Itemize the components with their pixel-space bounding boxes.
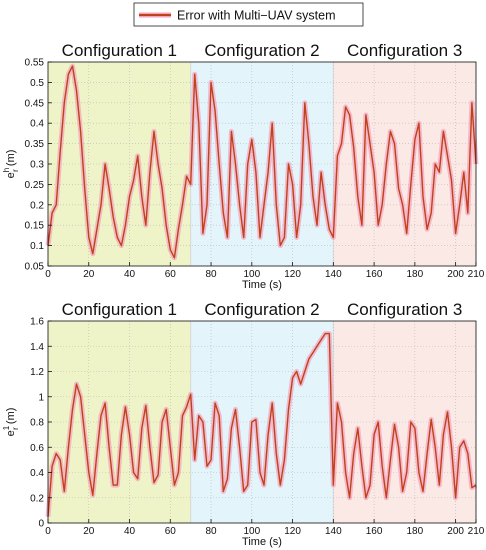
legend-box — [133, 2, 364, 27]
top-chart: 0 20 40 60 80 100 120 140 160 180 200 210 0.05 0.1 0.1… — [2, 41, 485, 291]
x-tick-label: 200 — [447, 269, 464, 280]
x-tick-label: 20 — [83, 526, 95, 537]
x-tick-label: 60 — [165, 526, 177, 537]
y-tick-label: 0.15 — [25, 221, 45, 232]
y-tick-label: 1.2 — [30, 367, 44, 378]
y-tick-label: 1 — [38, 392, 44, 403]
config-label-1: Configuration 1 — [62, 41, 177, 60]
series-line — [47, 65, 477, 259]
y-tick-label: 0.5 — [30, 78, 44, 89]
x-tick-label: 100 — [243, 269, 260, 280]
x-tick-label: 120 — [284, 269, 301, 280]
y-tick-label: 0.8 — [30, 418, 44, 429]
y-axis-label: e1r (m) — [2, 408, 20, 437]
x-tick-label: 80 — [205, 269, 217, 280]
y-tick-label: 0.2 — [30, 200, 44, 211]
x-tick-label: 40 — [124, 526, 136, 537]
y-tick-label: 0.3 — [30, 160, 44, 171]
x-tick-label: 80 — [205, 526, 217, 537]
x-tick-label: 100 — [243, 526, 260, 537]
x-tick-label: 210 — [468, 526, 485, 537]
y-tick-label: 0.35 — [25, 139, 45, 150]
x-tick-label: 210 — [468, 269, 485, 280]
x-tick-label: 60 — [165, 269, 177, 280]
x-tick-label: 160 — [366, 526, 383, 537]
y-tick-label: 1.4 — [30, 342, 44, 353]
series-line — [47, 332, 477, 517]
y-tick-label: 0.05 — [25, 262, 45, 273]
x-tick-label: 140 — [325, 269, 342, 280]
y-tick-label: 0 — [38, 519, 44, 530]
y-axis-label: ehr (m) — [2, 150, 20, 179]
config-label-2: Configuration 2 — [204, 300, 319, 319]
y-tick-label: 0.2 — [30, 493, 44, 504]
config-label-2: Configuration 2 — [204, 41, 319, 60]
x-tick-label: 40 — [124, 269, 136, 280]
x-tick-label: 200 — [447, 526, 464, 537]
x-tick-label: 160 — [366, 269, 383, 280]
y-tick-label: 1.6 — [30, 317, 44, 328]
x-tick-label: 0 — [45, 526, 51, 537]
y-tick-label: 0.4 — [30, 468, 44, 479]
y-tick-label: 0.6 — [30, 443, 44, 454]
x-tick-label: 120 — [284, 526, 301, 537]
y-tick-label: 0.4 — [30, 119, 44, 130]
y-tick-label: 0.45 — [25, 98, 45, 109]
x-tick-label: 180 — [407, 269, 424, 280]
legend: Error with Multi−UAV system — [133, 2, 364, 27]
legend-label: Error with Multi−UAV system — [177, 9, 335, 23]
x-tick-label: 180 — [407, 526, 424, 537]
x-axis-label: Time (s) — [242, 279, 282, 291]
x-tick-label: 140 — [325, 526, 342, 537]
y-tick-label: 0.55 — [25, 58, 45, 69]
config-label-3: Configuration 3 — [347, 300, 462, 319]
y-tick-label: 0.1 — [30, 241, 44, 252]
x-tick-label: 20 — [83, 269, 95, 280]
y-tick-label: 0.25 — [25, 180, 45, 191]
bottom-chart: 0 20 40 60 80 100 120 140 160 180 200 210 0 0.2 0.4 0.6… — [2, 300, 485, 548]
config-label-1: Configuration 1 — [62, 300, 177, 319]
config-label-3: Configuration 3 — [347, 41, 462, 60]
x-tick-label: 0 — [45, 269, 51, 280]
x-axis-label: Time (s) — [242, 536, 282, 548]
